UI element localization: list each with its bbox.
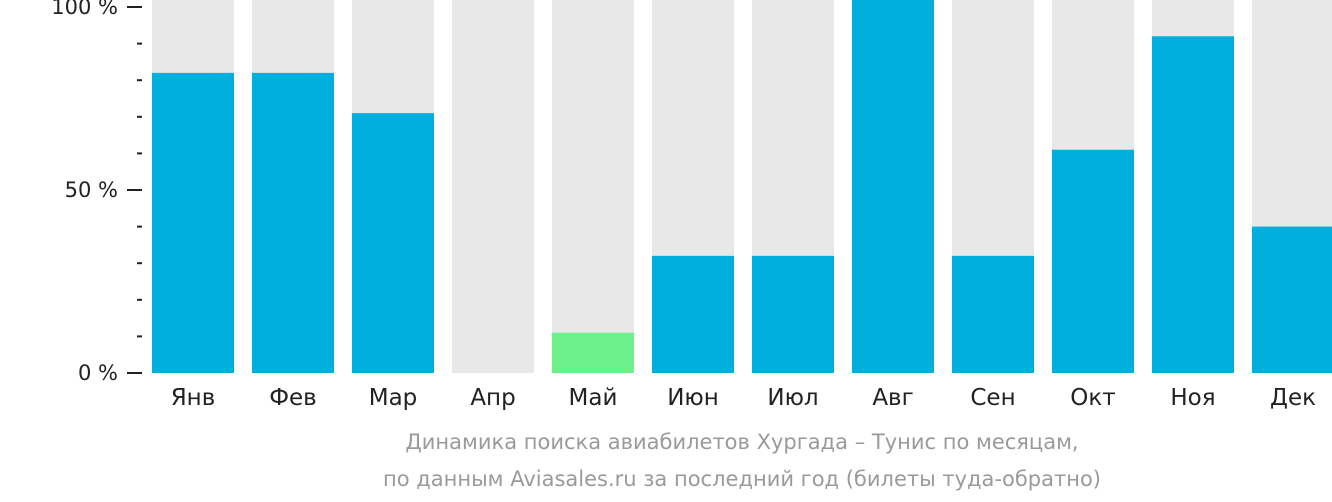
x-tick-label: Мар <box>369 385 418 411</box>
bar-10 <box>1052 149 1134 373</box>
x-axis-labels: Янв Фев Мар Апр Май Июн Июл Авг Сен Окт Ноя Дек <box>171 385 1316 411</box>
bar-8 <box>852 0 934 373</box>
bar-7 <box>752 255 834 373</box>
x-tick-label: Апр <box>470 385 515 411</box>
bar-background-4 <box>452 0 534 373</box>
x-tick-label: Сен <box>970 385 1015 411</box>
x-tick-label: Авг <box>872 385 913 411</box>
bar-3 <box>352 113 434 373</box>
bar-background-5 <box>552 0 634 373</box>
y-tick-label: 0 % <box>78 361 118 385</box>
x-tick-label: Июн <box>667 385 719 411</box>
x-tick-label: Дек <box>1270 385 1316 411</box>
y-tick-label: 100 % <box>51 0 118 19</box>
x-tick-label: Ноя <box>1170 385 1215 411</box>
chart-caption-line-2: по данным Aviasales.ru за последний год … <box>383 467 1101 491</box>
chart-caption-line-1: Динамика поиска авиабилетов Хургада – Ту… <box>405 430 1079 454</box>
bar-5 <box>552 332 634 373</box>
bar-12 <box>1252 226 1332 373</box>
x-tick-label: Окт <box>1070 385 1115 411</box>
x-tick-label: Май <box>569 385 618 411</box>
x-tick-label: Июл <box>767 385 818 411</box>
y-axis: 0 % 50 % 100 % <box>51 0 142 385</box>
x-tick-label: Фев <box>269 385 317 411</box>
bar-1 <box>152 72 234 373</box>
y-tick-label: 50 % <box>65 178 118 202</box>
bar-6 <box>652 255 734 373</box>
bars-group <box>152 0 1332 373</box>
x-tick-label: Янв <box>171 385 216 411</box>
bar-2 <box>252 72 334 373</box>
bar-9 <box>952 255 1034 373</box>
bar-11 <box>1152 36 1234 373</box>
